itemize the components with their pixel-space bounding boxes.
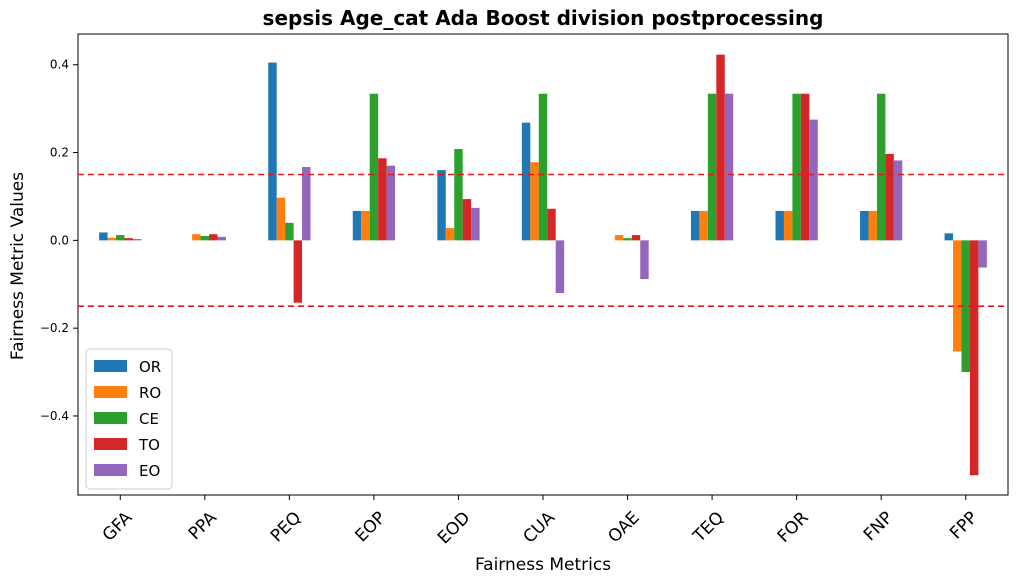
x-tick-label: CUA [519,508,559,548]
bar-or-gfa [99,232,108,241]
bar-eo-gfa [132,239,142,241]
legend-label-to: TO [138,436,160,454]
bar-or-teq [690,210,700,241]
bar-ce-for [792,93,801,241]
x-tick-label: EOD [434,508,474,548]
bar-or-for [775,210,784,241]
bar-eo-fnp [893,160,903,241]
bar-ro-for [783,210,793,241]
bar-ro-ppa [192,234,201,241]
bar-or-peq [268,62,277,241]
x-tick-label: PEQ [267,508,305,546]
bar-to-eod [462,199,472,241]
x-tick-label: FNP [860,508,897,545]
bar-to-ppa [209,234,218,241]
bar-to-gfa [124,238,133,241]
legend-box [85,348,173,490]
bar-to-for [800,93,810,241]
y-tick-label: 0.0 [50,233,69,247]
legend-label-or: OR [139,358,161,376]
x-tick-label: EOP [351,508,389,546]
legend-label-ce: CE [139,410,159,428]
bar-eo-cua [555,240,565,294]
bar-to-oae [631,235,641,241]
legend-swatch-or [94,360,127,372]
bar-ro-fnp [868,210,877,241]
plot-area [77,33,1009,496]
bar-ce-eod [454,149,463,241]
legend-label-eo: EO [139,462,160,480]
chart-title: sepsis Age_cat Ada Boost division postpr… [263,6,824,30]
bar-to-fpp [969,240,979,476]
reference-lines [78,173,1008,308]
bar-ce-cua [538,93,548,241]
bar-or-eod [437,170,446,241]
x-tick-label: FOR [774,508,813,547]
bar-or-eop [352,210,362,241]
x-tick-label: FPP [946,508,982,544]
x-tick-label: GFA [99,508,137,546]
y-tick-label: −0.2 [40,321,69,335]
bar-eo-for [809,119,818,241]
x-tick-label: PPA [185,508,221,544]
bar-ce-ppa [200,235,210,241]
bar-to-peq [293,240,303,303]
bar-ro-eod [445,228,455,241]
x-tick-label: TEQ [689,508,728,547]
bar-or-cua [521,122,531,241]
bar-ce-peq [285,222,294,241]
y-tick-label: −0.4 [40,409,69,423]
bar-ce-teq [707,93,717,241]
bar-ce-fpp [961,240,970,373]
bar-ce-oae [623,238,632,241]
legend-swatch-eo [94,464,127,476]
bar-to-teq [716,54,725,241]
legend: OR RO CE TO EO [85,348,173,490]
bar-ce-fnp [876,93,886,241]
bar-eo-peq [302,167,311,241]
bar-ro-teq [699,210,708,241]
y-tick-label: 0.4 [50,58,69,72]
bar-eo-eop [386,165,396,241]
legend-label-ro: RO [139,384,161,402]
bar-ce-gfa [116,235,125,241]
bar-to-eop [378,158,387,241]
legend-swatch-ce [94,412,127,424]
x-axis: GFA PPA PEQ EOP EOD CUA OAE TEQ FOR FNP FPP [99,495,982,548]
bar-ro-oae [614,235,624,241]
bar-eo-fpp [978,240,987,268]
bar-or-fnp [860,210,869,241]
bar-eo-teq [724,93,734,241]
bar-eo-eod [471,207,480,241]
bar-eo-oae [640,240,649,279]
bar-ro-peq [276,197,286,241]
bar-ce-eop [369,93,379,241]
x-axis-label: Fairness Metrics [475,555,611,575]
bar-to-cua [547,208,556,241]
bar-ro-eop [361,210,370,241]
x-tick-label: OAE [604,508,643,547]
y-tick-label: 0.2 [50,146,69,160]
y-axis-label: Fairness Metric Values [8,172,28,360]
bar-ro-fpp [953,240,962,352]
bar-eo-ppa [217,236,226,241]
bar-ro-cua [530,162,539,241]
legend-swatch-to [94,438,127,450]
bar-to-fnp [885,153,894,241]
y-axis: 0.4 0.2 0.0 −0.2 −0.4 [40,58,78,423]
bar-or-fpp [944,233,954,241]
legend-swatch-ro [94,386,127,398]
bar-ro-gfa [107,237,117,241]
